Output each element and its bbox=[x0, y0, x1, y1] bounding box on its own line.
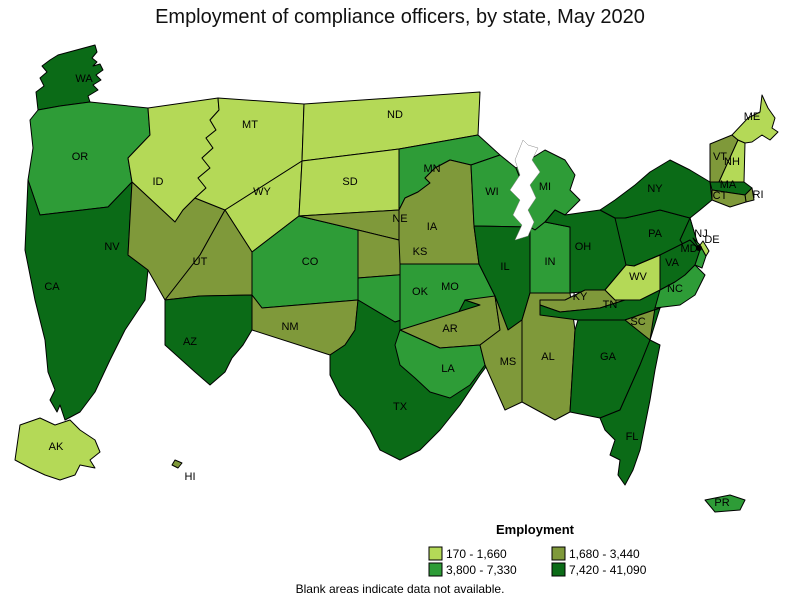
svg-text:AK: AK bbox=[49, 441, 64, 453]
svg-text:PA: PA bbox=[648, 228, 663, 240]
svg-text:KY: KY bbox=[573, 291, 588, 303]
svg-text:MN: MN bbox=[423, 163, 440, 175]
svg-text:ME: ME bbox=[744, 111, 761, 123]
svg-text:NE: NE bbox=[392, 213, 407, 225]
svg-text:ID: ID bbox=[153, 176, 164, 188]
svg-text:Employment: Employment bbox=[496, 522, 575, 537]
svg-text:1,680 - 3,440: 1,680 - 3,440 bbox=[569, 547, 640, 561]
svg-text:WA: WA bbox=[75, 73, 93, 85]
svg-text:DE: DE bbox=[704, 234, 719, 246]
svg-text:GA: GA bbox=[600, 351, 617, 363]
svg-text:CA: CA bbox=[44, 281, 60, 293]
svg-text:UT: UT bbox=[193, 256, 208, 268]
svg-text:MI: MI bbox=[539, 181, 551, 193]
svg-text:IN: IN bbox=[545, 256, 556, 268]
svg-text:MO: MO bbox=[441, 281, 459, 293]
svg-text:MT: MT bbox=[242, 119, 258, 131]
svg-text:3,800 - 7,330: 3,800 - 7,330 bbox=[446, 563, 517, 577]
svg-text:HI: HI bbox=[185, 471, 196, 483]
svg-text:AR: AR bbox=[442, 323, 457, 335]
svg-text:NM: NM bbox=[281, 321, 298, 333]
svg-text:VA: VA bbox=[665, 257, 680, 269]
svg-text:NC: NC bbox=[667, 283, 683, 295]
svg-text:AL: AL bbox=[541, 351, 554, 363]
svg-text:NV: NV bbox=[104, 241, 120, 253]
svg-text:WV: WV bbox=[629, 271, 647, 283]
svg-text:LA: LA bbox=[441, 363, 455, 375]
svg-text:NY: NY bbox=[647, 183, 663, 195]
svg-text:WI: WI bbox=[485, 186, 498, 198]
svg-text:AZ: AZ bbox=[183, 336, 197, 348]
svg-text:SC: SC bbox=[630, 316, 645, 328]
svg-text:TN: TN bbox=[603, 299, 618, 311]
svg-text:IL: IL bbox=[500, 261, 509, 273]
svg-text:Blank areas indicate data not: Blank areas indicate data not available. bbox=[296, 582, 505, 596]
svg-text:KS: KS bbox=[413, 246, 428, 258]
svg-text:CO: CO bbox=[302, 256, 319, 268]
svg-text:NH: NH bbox=[724, 156, 740, 168]
svg-text:170 - 1,660: 170 - 1,660 bbox=[446, 547, 507, 561]
svg-text:SD: SD bbox=[342, 176, 357, 188]
svg-text:RI: RI bbox=[753, 189, 764, 201]
svg-text:ND: ND bbox=[387, 109, 403, 121]
svg-text:7,420 - 41,090: 7,420 - 41,090 bbox=[569, 563, 647, 577]
svg-text:FL: FL bbox=[626, 431, 639, 443]
svg-text:MS: MS bbox=[500, 356, 517, 368]
svg-text:OR: OR bbox=[72, 151, 89, 163]
svg-text:IA: IA bbox=[427, 221, 438, 233]
svg-text:MD: MD bbox=[680, 243, 697, 255]
svg-text:WY: WY bbox=[253, 186, 271, 198]
svg-text:CT: CT bbox=[713, 190, 728, 202]
svg-text:OK: OK bbox=[412, 286, 429, 298]
svg-text:TX: TX bbox=[393, 401, 408, 413]
svg-text:PR: PR bbox=[714, 497, 729, 509]
svg-text:OH: OH bbox=[575, 241, 592, 253]
